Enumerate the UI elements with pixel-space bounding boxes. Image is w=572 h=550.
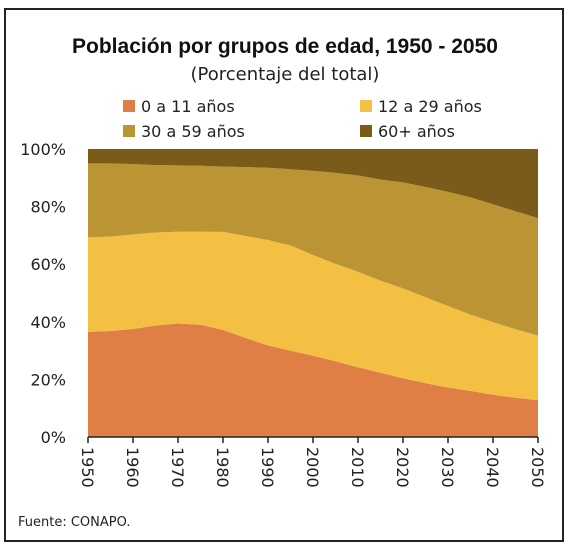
x-tick-label: 2000 — [303, 447, 322, 488]
y-tick-label: 80% — [30, 198, 66, 217]
source-note: Fuente: CONAPO. — [18, 515, 130, 530]
area-60plus — [88, 149, 538, 219]
x-tick-label: 2040 — [483, 447, 502, 488]
legend-label-60plus: 60+ años — [378, 122, 455, 141]
y-tick-label: 40% — [30, 313, 66, 332]
x-tick-label: 2030 — [438, 447, 457, 488]
legend-swatch-12-29 — [360, 100, 372, 112]
y-tick-label: 0% — [41, 428, 66, 447]
legend-label-30-59: 30 a 59 años — [141, 122, 245, 141]
axes: 0% 20% 40% 60% 80% 100% 1950 1960 1970 1980 1990 20… — [20, 140, 547, 488]
legend-label-12-29: 12 a 29 años — [378, 97, 482, 116]
legend-swatch-0-11 — [123, 100, 135, 112]
chart-subtitle: (Porcentaje del total) — [191, 64, 380, 85]
legend-label-0-11: 0 a 11 años — [141, 97, 235, 116]
x-tick-label: 2020 — [393, 447, 412, 488]
legend-swatch-60plus — [360, 125, 372, 137]
chart-title: Población por grupos de edad, 1950 - 205… — [72, 35, 498, 58]
plot-areas — [88, 149, 538, 437]
y-tick-label: 100% — [20, 140, 66, 159]
area-30-59 — [88, 163, 538, 336]
area-12-29 — [88, 231, 538, 401]
x-tick-label: 2010 — [348, 447, 367, 488]
x-tick-label: 1970 — [168, 447, 187, 488]
x-tick-label: 2050 — [528, 447, 547, 488]
y-tick-label: 20% — [30, 370, 66, 389]
legend-swatch-30-59 — [123, 125, 135, 137]
x-tick-label: 1980 — [213, 447, 232, 488]
y-tick-label: 60% — [30, 255, 66, 274]
x-tick-label: 1960 — [123, 447, 142, 488]
area-0-11 — [88, 323, 538, 437]
x-tick-label: 1950 — [78, 447, 97, 488]
x-tick-label: 1990 — [258, 447, 277, 488]
legend: 0 a 11 años 12 a 29 años 30 a 59 años 60… — [123, 97, 482, 141]
